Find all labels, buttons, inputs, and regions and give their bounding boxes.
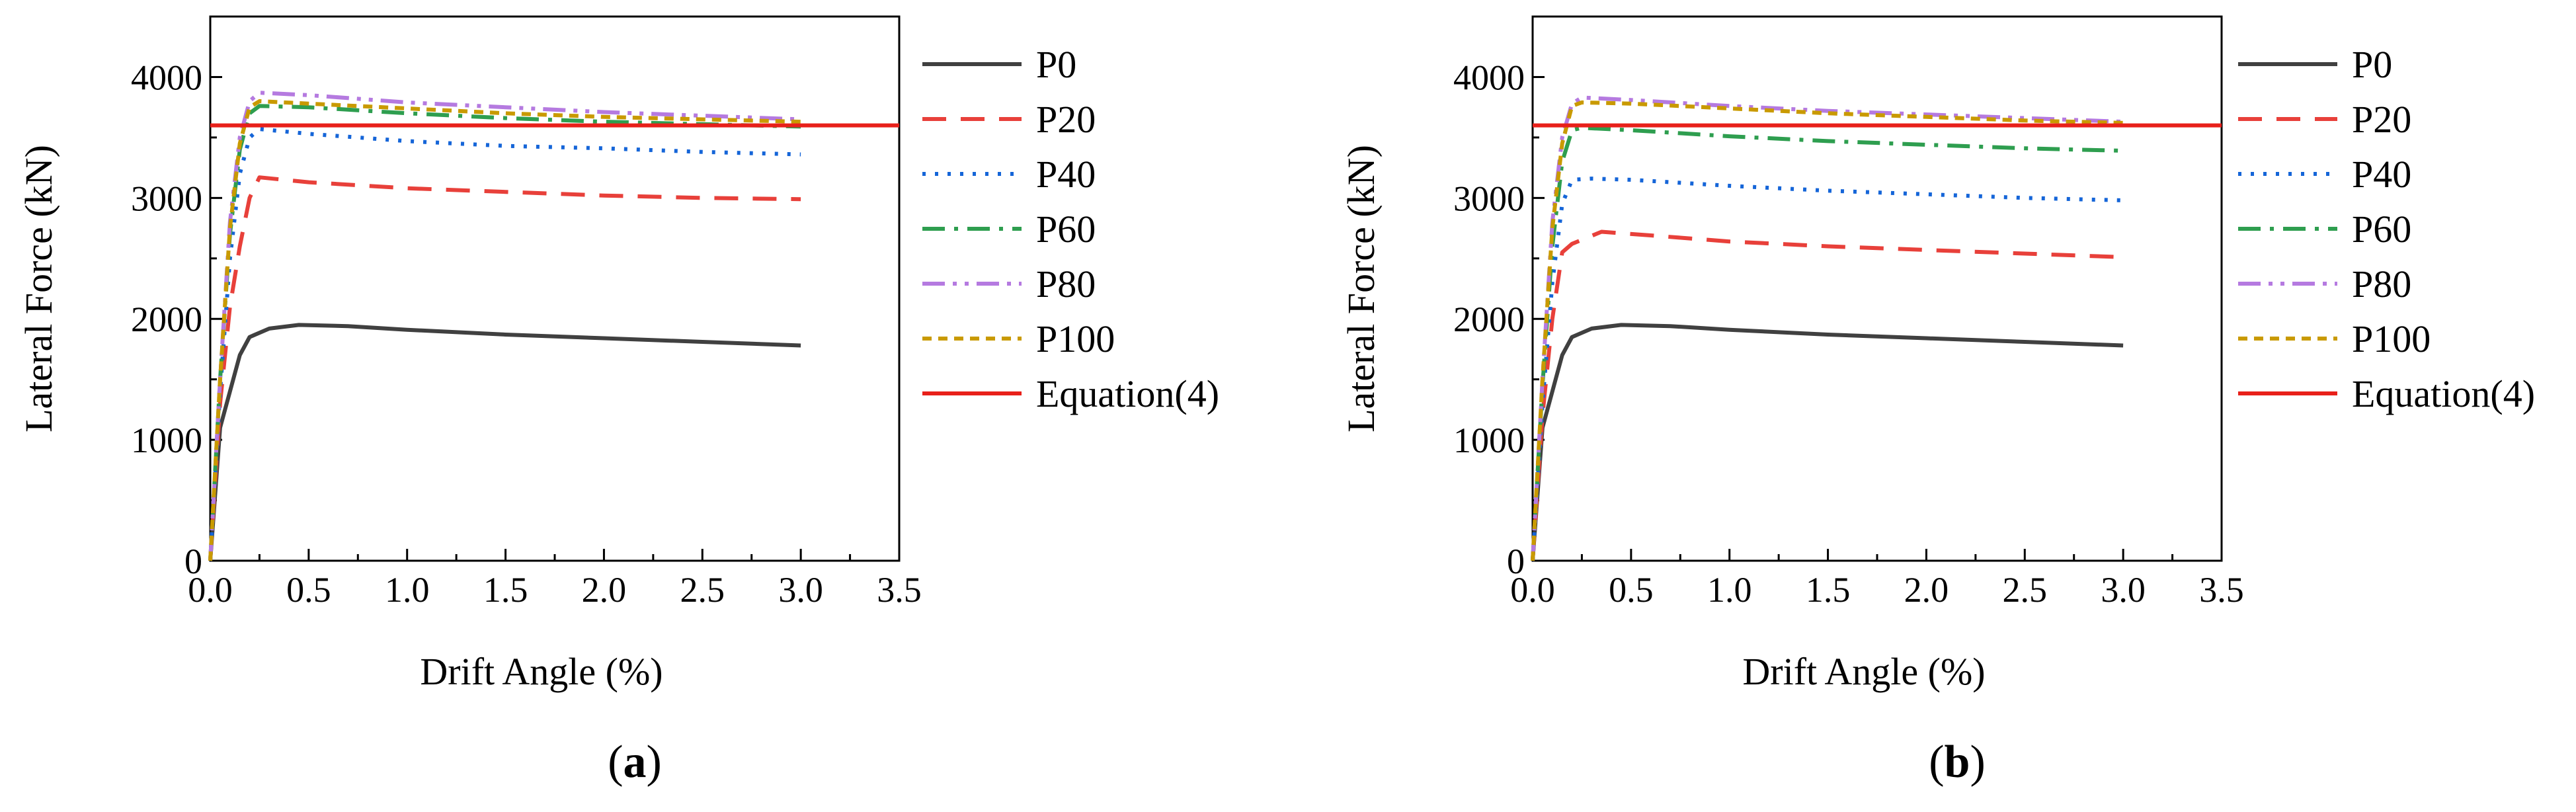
series-line-p60 xyxy=(1531,126,2124,561)
x-tick-label: 3.0 xyxy=(778,570,823,610)
x-tick-label: 3.0 xyxy=(2101,570,2146,610)
y-tick-label: 2000 xyxy=(1453,300,1525,339)
x-tick-label: 3.5 xyxy=(877,570,922,610)
x-tick-label: 3.5 xyxy=(2199,570,2244,610)
x-axis-title: Drift Angle (%) xyxy=(1742,650,1985,693)
x-tick-label: 0.0 xyxy=(1510,570,1555,610)
legend-label: P100 xyxy=(1036,317,1115,360)
series-line-p80 xyxy=(208,91,801,561)
y-tick-label: 1000 xyxy=(1453,421,1525,460)
series-line-p20 xyxy=(208,175,801,561)
x-axis-title: Drift Angle (%) xyxy=(420,650,663,693)
x-tick-label: 1.0 xyxy=(385,570,430,610)
panel-label: (a) xyxy=(608,737,662,788)
y-tick-label: 1000 xyxy=(131,421,202,460)
legend-label: P40 xyxy=(1036,153,1096,196)
chart-panel-b: 0.0 0.5 1.0 1.5 2.0 2.5 3.0 3.5 0 1000 2000 3000 400… xyxy=(1340,15,2535,788)
legend-label: P40 xyxy=(2352,153,2411,196)
x-tick-label: 1.5 xyxy=(483,570,528,610)
y-tick-label: 4000 xyxy=(131,58,202,97)
series-line-p0 xyxy=(208,323,801,561)
y-tick-label: 3000 xyxy=(131,179,202,218)
y-tick-label: 0 xyxy=(184,542,202,581)
series-line-p20 xyxy=(1531,229,2124,561)
legend-label: P0 xyxy=(1036,43,1076,86)
plot-frame xyxy=(1531,15,2223,562)
x-tick-label: 2.0 xyxy=(1904,570,1949,610)
x-tick-label: 0.5 xyxy=(1609,570,1654,610)
x-tick-label: 0.0 xyxy=(188,570,233,610)
x-tick-label: 2.0 xyxy=(582,570,627,610)
legend-label: Equation(4) xyxy=(2352,372,2535,415)
x-tick-label: 1.0 xyxy=(1707,570,1752,610)
legend-label: Equation(4) xyxy=(1036,372,1219,415)
chart-panel-a: 0.0 0.5 1.0 1.5 2.0 2.5 3.0 3.5 0 1000 2000 3000 400… xyxy=(17,15,1219,788)
series-line-p100 xyxy=(1531,100,2124,561)
y-tick-label: 0 xyxy=(1507,542,1525,581)
legend-label: P60 xyxy=(1036,208,1096,251)
x-tick-label: 0.5 xyxy=(286,570,331,610)
legend-label: P80 xyxy=(2352,263,2411,305)
series-line-p100 xyxy=(208,99,801,561)
y-axis-title: Lateral Force (kN) xyxy=(17,145,60,432)
legend-label: P60 xyxy=(2352,208,2411,251)
legend-label: P100 xyxy=(2352,317,2431,360)
panel-label: (b) xyxy=(1929,737,1986,788)
series-line-p0 xyxy=(1531,323,2124,561)
legend-label: P20 xyxy=(1036,98,1096,141)
plot-frame xyxy=(209,15,901,562)
legend-label: P20 xyxy=(2352,98,2411,141)
y-tick-label: 4000 xyxy=(1453,58,1525,97)
x-tick-label: 1.5 xyxy=(1806,570,1851,610)
y-axis-title: Lateral Force (kN) xyxy=(1340,145,1383,432)
legend-label: P0 xyxy=(2352,43,2392,86)
y-tick-label: 3000 xyxy=(1453,179,1525,218)
series-line-p40 xyxy=(1531,177,2124,561)
x-tick-label: 2.5 xyxy=(2003,570,2048,610)
legend-label: P80 xyxy=(1036,263,1096,305)
x-tick-label: 2.5 xyxy=(680,570,725,610)
series-line-p80 xyxy=(1531,95,2124,561)
y-tick-label: 2000 xyxy=(131,300,202,339)
